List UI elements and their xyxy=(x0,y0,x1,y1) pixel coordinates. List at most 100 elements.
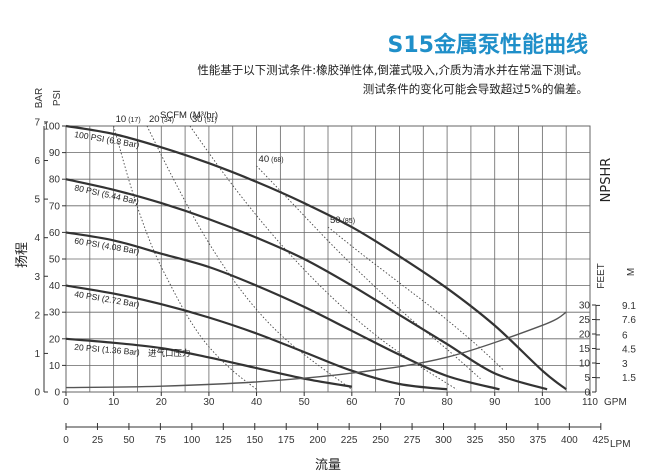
npsh-tick-label-m: 9.1 xyxy=(622,301,636,312)
x-tick-label-lpm: 0 xyxy=(63,435,69,446)
npsh-tick-label-m: 6 xyxy=(622,330,628,341)
y-tick-label-psi: 40 xyxy=(49,281,61,292)
x-tick-label-lpm: 175 xyxy=(278,435,295,446)
y-tick-label-bar: 5 xyxy=(34,195,40,206)
x-tick-label-gpm: 30 xyxy=(203,397,215,408)
y-unit-bar: BAR xyxy=(34,88,45,109)
x-tick-label-lpm: 250 xyxy=(372,435,389,446)
y-tick-label-bar: 1 xyxy=(34,349,40,360)
scfm-line-label: 30 (51) xyxy=(192,114,217,125)
npsh-tick-label-m: 7.6 xyxy=(622,315,636,326)
scfm-unit-label: SCFM (M³/hr) xyxy=(160,110,218,121)
y-tick-label-psi: 0 xyxy=(54,388,60,399)
y-unit-psi: PSI xyxy=(52,90,63,106)
npsh-unit-m: M xyxy=(626,268,637,276)
scfm-line-sublabel: (17) xyxy=(128,117,140,124)
x-tick-label-lpm: 200 xyxy=(309,435,326,446)
x-tick-label-gpm: 0 xyxy=(63,397,69,408)
scfm-line-label: 50 (85) xyxy=(330,215,355,226)
x-tick-label-gpm: 10 xyxy=(108,397,120,408)
pressure-curves: 100 PSI (6.8 Bar)80 PSI (5.44 Bar)60 PSI… xyxy=(65,124,567,391)
x-tick-label-lpm: 325 xyxy=(467,435,484,446)
y-axis-label: 扬程 xyxy=(15,242,30,268)
y-tick-label-psi: 100 xyxy=(43,122,60,133)
npsh-tick-label-m: 3 xyxy=(622,359,628,370)
x-axis-label: 流量 xyxy=(315,458,341,473)
scfm-line-label: 40 (68) xyxy=(259,154,284,165)
x-tick-label-lpm: 50 xyxy=(123,435,135,446)
x-tick-label-lpm: 300 xyxy=(435,435,452,446)
y-tick-label-bar: 7 xyxy=(34,117,40,128)
x-tick-label-lpm: 400 xyxy=(561,435,578,446)
y-tick-label-psi: 90 xyxy=(49,148,61,159)
x-tick-label-gpm: 100 xyxy=(534,397,551,408)
x-tick-label-lpm: 225 xyxy=(341,435,358,446)
y-tick-label-psi: 60 xyxy=(49,228,61,239)
x-tick-label-gpm: 110 xyxy=(582,397,598,408)
y-tick-label-bar: 6 xyxy=(34,156,40,167)
scfm-line-label: 10 (17) xyxy=(116,114,141,125)
pressure-curve xyxy=(65,178,548,391)
npsh-tick-label-feet: 0 xyxy=(584,388,590,399)
npsh-unit-feet: FEET xyxy=(596,263,607,289)
npsh-tick-label-feet: 15 xyxy=(579,344,591,355)
npsh-tick-label-feet: 25 xyxy=(579,315,591,326)
scfm-line-sublabel: (85) xyxy=(343,218,355,225)
y-tick-label-bar: 2 xyxy=(34,310,40,321)
npsh-tick-label-m: 4.5 xyxy=(622,345,636,356)
y-tick-label-bar: 4 xyxy=(34,233,40,244)
scfm-line-sublabel: (34) xyxy=(162,117,174,124)
x-tick-label-lpm: 375 xyxy=(530,435,547,446)
pressure-curve xyxy=(65,124,567,391)
npsh-tick-label-feet: 10 xyxy=(579,359,591,370)
x-tick-label-gpm: 20 xyxy=(156,397,168,408)
y-tick-label-psi: 50 xyxy=(49,255,61,266)
grid xyxy=(65,125,591,393)
chart-title: S15金属泵性能曲线 xyxy=(388,32,588,58)
x-tick-label-gpm: 80 xyxy=(442,397,454,408)
x-tick-label-lpm: 125 xyxy=(215,435,232,446)
scfm-line-label: 20 (34) xyxy=(149,114,174,125)
inlet-pressure-annotation: 进气口压力 xyxy=(148,348,191,358)
npsh-tick-label-feet: 30 xyxy=(579,301,591,312)
npsh-tick-label-feet: 5 xyxy=(584,373,590,384)
scfm-line xyxy=(146,125,353,390)
x-tick-label-lpm: 275 xyxy=(404,435,421,446)
y-tick-label-psi: 10 xyxy=(49,361,61,372)
x-tick-label-gpm: 60 xyxy=(346,397,358,408)
y-tick-label-psi: 20 xyxy=(49,334,61,345)
x-tick-label-gpm: 90 xyxy=(489,397,501,408)
x-tick-label-lpm: 350 xyxy=(498,435,515,446)
y-tick-label-bar: 3 xyxy=(34,272,40,283)
scfm-line xyxy=(327,226,505,372)
y-tick-label-psi: 70 xyxy=(49,201,61,212)
x-unit-gpm: GPM xyxy=(604,397,627,408)
x-unit-lpm: LPM xyxy=(610,439,631,450)
pressure-curve xyxy=(65,284,448,391)
pressure-curve-label: 80 PSI (5.44 Bar) xyxy=(74,182,140,206)
scfm-lines: 10 (17) 20 (34) 30 (51) 40 (68) 50 (85) xyxy=(113,114,505,390)
test-conditions-line-1: 性能基于以下测试条件:橡胶弹性体,倒灌式吸入,介质为清水并在常温下测试。 xyxy=(197,63,588,77)
scfm-line-sublabel: (51) xyxy=(204,117,216,124)
npshr-curve-group xyxy=(65,311,567,389)
x-tick-label-lpm: 150 xyxy=(246,435,263,446)
npsh-tick-label-feet: 20 xyxy=(579,330,591,341)
npshr-curve xyxy=(65,311,567,389)
x-tick-label-lpm: 425 xyxy=(592,435,609,446)
test-conditions-line-2: 测试条件的变化可能会导致超过5%的偏差。 xyxy=(363,82,588,96)
y-tick-label-psi: 80 xyxy=(49,175,61,186)
x-tick-label-gpm: 50 xyxy=(299,397,311,408)
pressure-curve xyxy=(65,231,500,391)
x-tick-label-gpm: 70 xyxy=(394,397,406,408)
x-tick-label-lpm: 25 xyxy=(92,435,104,446)
npshr-axis-label: NPSHR xyxy=(599,158,614,203)
scfm-line xyxy=(189,125,457,390)
npsh-tick-label-m: 1.5 xyxy=(622,373,636,384)
y-tick-label-psi: 30 xyxy=(49,308,61,319)
y-tick-label-bar: 0 xyxy=(34,388,40,399)
x-tick-label-gpm: 40 xyxy=(251,397,263,408)
x-tick-label-lpm: 75 xyxy=(155,435,167,446)
x-tick-label-lpm: 100 xyxy=(183,435,200,446)
